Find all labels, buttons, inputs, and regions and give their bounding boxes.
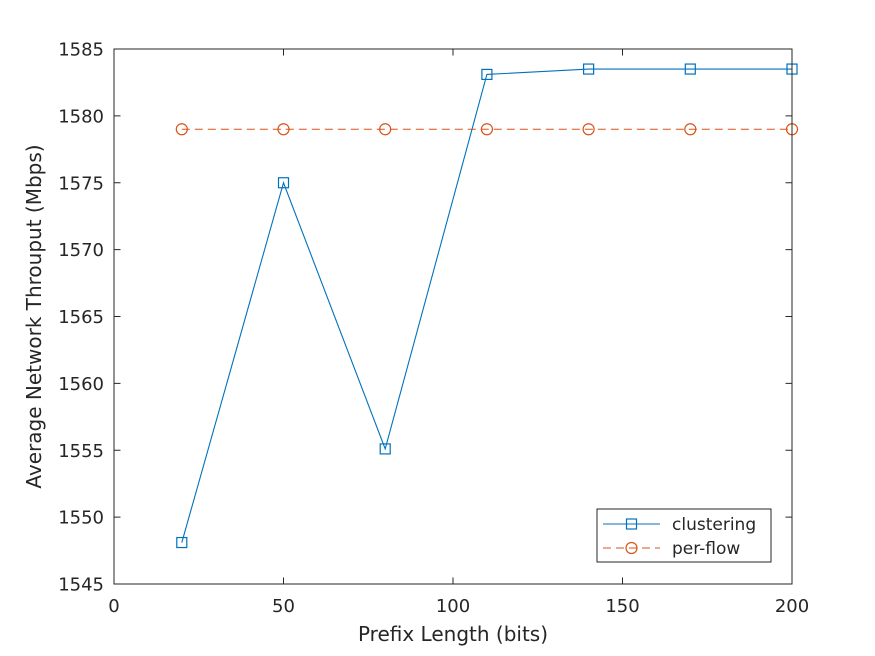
y-tick-label: 1570 — [58, 240, 104, 261]
legend-entry: clustering — [603, 515, 756, 535]
x-tick-label: 0 — [108, 596, 119, 617]
plot-area — [114, 49, 792, 584]
x-tick-label: 100 — [436, 596, 470, 617]
data-point — [176, 536, 188, 549]
x-axis-label: Prefix Length (bits) — [358, 622, 548, 646]
legend-label: clustering — [672, 515, 756, 535]
data-point — [684, 123, 697, 136]
y-axis-label: Average Network Throuput (Mbps) — [22, 144, 46, 488]
data-point — [480, 123, 493, 136]
legend: clustering per-flow — [596, 508, 772, 563]
x-tick-label: 150 — [605, 596, 639, 617]
y-tick-label: 1555 — [58, 441, 104, 462]
y-tick-label: 1565 — [58, 307, 104, 328]
legend-marker — [625, 541, 638, 555]
axes: 0 50 100 150 200 1545 1550 1555 1560 1565 1570 1575… — [58, 40, 809, 618]
data-point — [379, 123, 392, 136]
y-tick-label: 1550 — [58, 508, 104, 529]
y-tick-label: 1560 — [58, 374, 104, 395]
y-tick-label: 1580 — [58, 106, 104, 127]
series-clustering — [176, 63, 798, 549]
data-point — [582, 123, 595, 136]
legend-box — [596, 508, 772, 563]
data-point — [582, 63, 595, 75]
data-point — [175, 123, 188, 136]
x-tick-label: 50 — [272, 596, 295, 617]
y-tick-label: 1575 — [58, 173, 104, 194]
data-point — [379, 443, 391, 455]
y-tick-label: 1545 — [58, 575, 104, 596]
data-point — [277, 177, 290, 189]
series-line — [181, 68, 792, 543]
legend-entry: per-flow — [603, 539, 740, 559]
y-tick-label: 1585 — [58, 40, 104, 61]
x-tick-label: 200 — [775, 596, 809, 617]
data-point — [684, 63, 696, 75]
legend-marker — [625, 518, 638, 530]
series-layer — [175, 63, 799, 549]
legend-label: per-flow — [672, 539, 740, 559]
data-point — [481, 68, 493, 81]
data-point — [277, 123, 290, 136]
